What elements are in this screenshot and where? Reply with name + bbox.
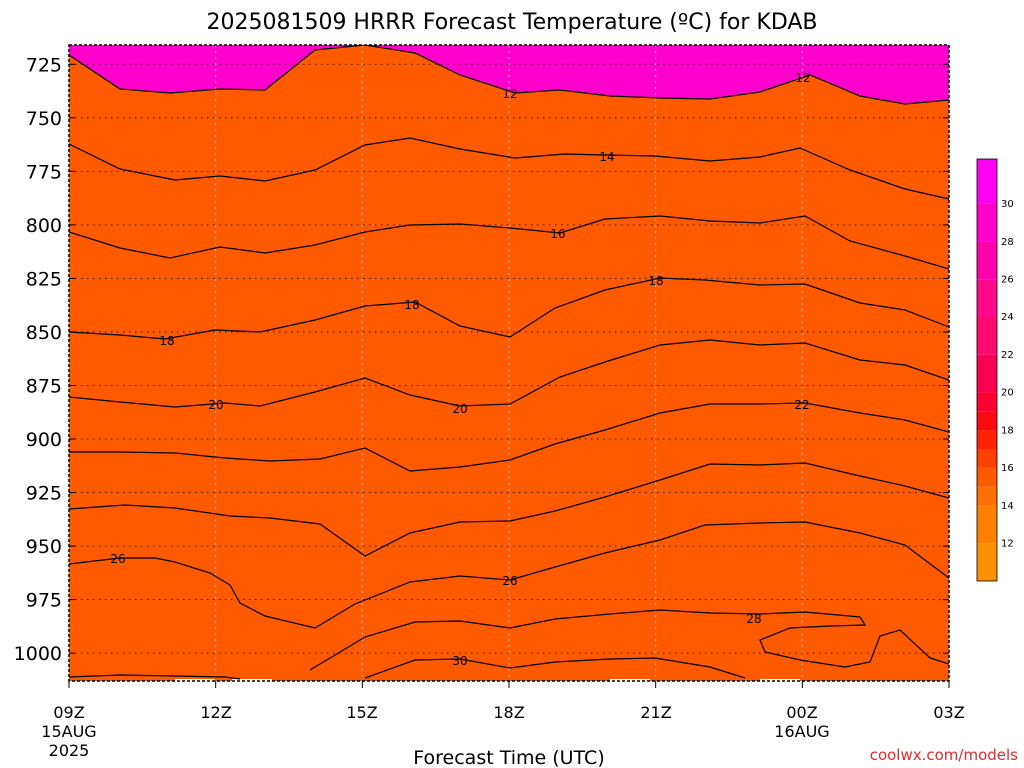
colorbar-band <box>977 203 997 242</box>
isotherm-line <box>364 657 746 679</box>
x-tick-date: 16AUG <box>774 722 829 741</box>
isotherm-line <box>69 462 949 557</box>
y-tick-label: 750 <box>26 108 62 130</box>
colorbar-band <box>977 354 997 393</box>
y-axis: 725 750 775 800 825 850 875 900 925 950 975 1000 <box>14 54 949 665</box>
x-tick-label: 21Z <box>640 703 671 722</box>
credit-text[interactable]: coolwx.com/models <box>870 746 1018 764</box>
x-tick-label: 03Z <box>933 703 964 722</box>
colorbar-band <box>977 392 997 412</box>
isotherm-label: 18 <box>404 298 419 312</box>
x-tick-label: 00Z <box>786 703 817 722</box>
colorbar-band <box>977 159 997 204</box>
y-tick-label: 825 <box>26 268 62 290</box>
colorbar-label: 22 <box>1001 350 1014 361</box>
isotherm-line <box>69 137 949 200</box>
colorbar: 12 14 16 18 20 22 24 26 28 30 <box>976 158 1014 582</box>
isotherm-label: 20 <box>208 398 223 412</box>
isotherm-line <box>69 215 949 270</box>
colorbar-band <box>977 430 997 449</box>
x-tick-year: 2025 <box>49 741 90 760</box>
colorbar-band <box>977 486 997 506</box>
y-tick-label: 925 <box>26 483 62 505</box>
colorbar-band <box>977 505 997 544</box>
colorbar-band <box>977 241 997 280</box>
isotherm-label: 26 <box>502 574 517 588</box>
isotherm-line <box>309 609 949 671</box>
isotherm-line <box>69 674 241 680</box>
isotherm-line <box>69 521 949 629</box>
x-tick-label: 15Z <box>346 703 377 722</box>
x-axis-label: Forecast Time (UTC) <box>413 747 604 768</box>
isotherm-line <box>69 402 949 472</box>
colorbar-label: 16 <box>1001 463 1014 474</box>
x-tick-label: 18Z <box>493 703 524 722</box>
x-axis: 09Z 15AUG 2025 12Z 15Z 18Z 21Z 00Z 16AUG… <box>41 703 964 760</box>
isotherms <box>69 45 949 680</box>
x-tick-label: 12Z <box>200 703 231 722</box>
x-tick-label: 09Z <box>53 703 84 722</box>
chart-title: 2025081509 HRRR Forecast Temperature (ºC… <box>206 10 817 35</box>
isotherm-label: 18 <box>648 274 663 288</box>
colorbar-band <box>977 449 997 468</box>
isotherm-label: 16 <box>550 227 565 241</box>
isotherm-label: 28 <box>746 612 761 626</box>
colorbar-label: 20 <box>1001 388 1014 399</box>
colorbar-band <box>977 411 997 431</box>
y-tick-label: 800 <box>26 215 62 237</box>
colorbar-band <box>977 317 997 355</box>
y-tick-label: 950 <box>26 536 62 558</box>
colorbar-label: 28 <box>1001 237 1014 248</box>
colorbar-band <box>977 279 997 317</box>
y-tick-label: 900 <box>26 429 62 451</box>
isotherm-label: 26 <box>110 552 125 566</box>
isotherm-label: 22 <box>794 398 809 412</box>
grid <box>68 45 950 688</box>
isotherm-label: 18 <box>159 334 174 348</box>
y-tick-label: 1000 <box>14 643 62 665</box>
isotherm-label: 12 <box>795 71 810 85</box>
colorbar-band <box>977 543 997 581</box>
isotherm-line <box>69 339 949 408</box>
y-tick-label: 875 <box>26 375 62 397</box>
isotherm-label: 14 <box>599 150 614 164</box>
colorbar-label: 26 <box>1001 275 1014 286</box>
x-tick-date: 15AUG <box>41 722 96 741</box>
colorbar-label: 30 <box>1001 199 1014 210</box>
colorbar-band <box>977 467 997 487</box>
isotherm-label: 30 <box>452 654 467 668</box>
colorbar-label: 12 <box>1001 539 1014 550</box>
plot-frame <box>68 44 950 682</box>
colorbar-label: 24 <box>1001 312 1014 323</box>
isotherm-line <box>69 277 949 340</box>
isotherm-line <box>69 45 949 105</box>
isotherm-label: 20 <box>452 402 467 416</box>
y-tick-label: 775 <box>26 161 62 183</box>
y-tick-label: 850 <box>26 322 62 344</box>
isotherm-label: 12 <box>502 87 517 101</box>
colorbar-frame <box>976 158 998 582</box>
colorbar-label: 18 <box>1001 425 1014 436</box>
y-tick-label: 725 <box>26 54 62 76</box>
colorbar-label: 14 <box>1001 501 1014 512</box>
y-tick-label: 975 <box>26 590 62 612</box>
